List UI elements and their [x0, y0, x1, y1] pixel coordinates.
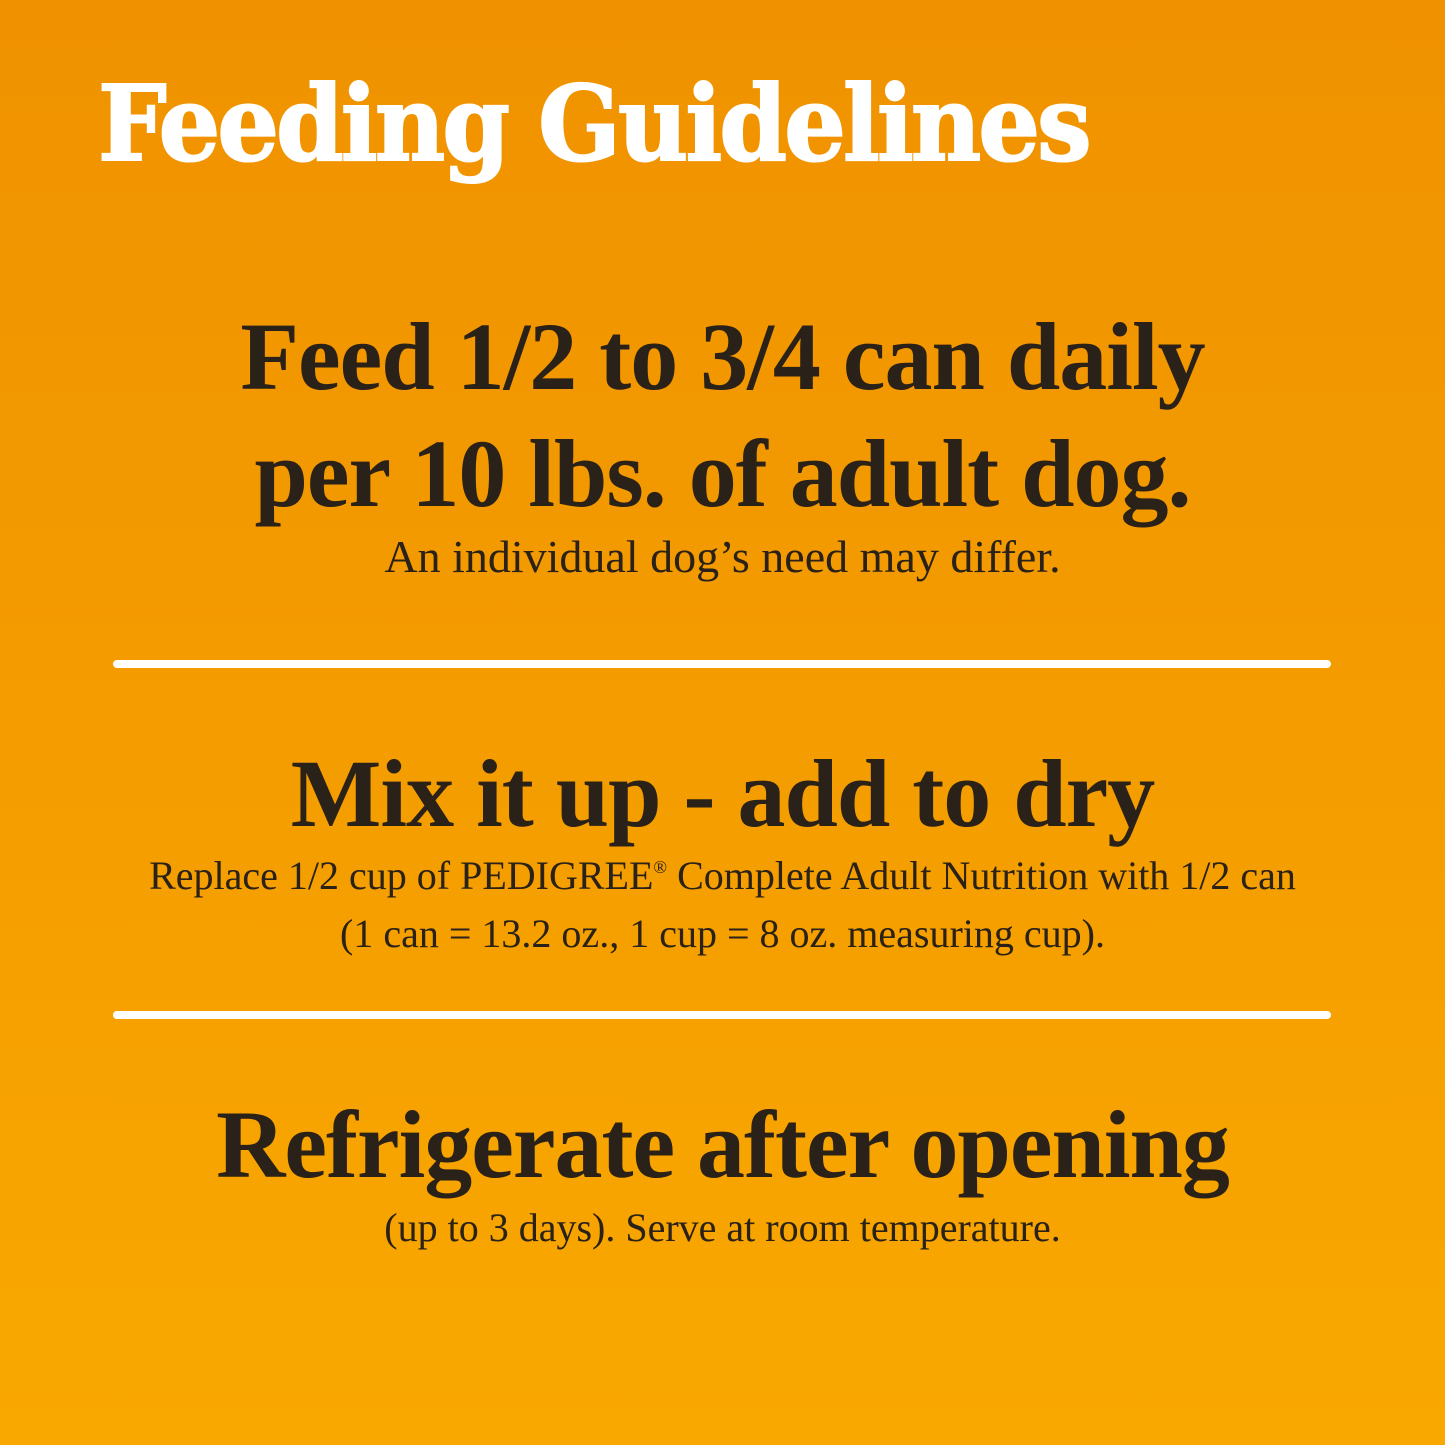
- storage-section: Refrigerate after opening (up to 3 days)…: [0, 1086, 1445, 1257]
- mix-note-text: Replace 1/2 cup of PEDIGREE: [149, 853, 654, 899]
- storage-heading: Refrigerate after opening: [216, 1091, 1230, 1198]
- mix-note-text-continued: Complete Adult Nutrition with 1/2 can: [667, 853, 1296, 899]
- mix-heading: Mix it up - add to dry: [290, 740, 1155, 847]
- page-title: Feeding Guidelines: [97, 62, 1092, 185]
- registered-mark: ®: [653, 857, 668, 877]
- divider: [113, 1011, 1331, 1019]
- divider: [113, 660, 1331, 668]
- storage-note: (up to 3 days). Serve at room temperatur…: [384, 1205, 1061, 1250]
- feeding-amount-section: Feed 1/2 to 3/4 can daily per 10 lbs. of…: [0, 298, 1445, 586]
- feeding-amount-heading-line-2: per 10 lbs. of adult dog.: [254, 420, 1191, 527]
- mix-note-line-2: (1 can = 13.2 oz., 1 cup = 8 oz. measuri…: [340, 911, 1105, 957]
- mix-note-line-1: Replace 1/2 cup of PEDIGREE® Complete Ad…: [0, 838, 1445, 905]
- feeding-amount-note: An individual dog’s need may differ.: [384, 531, 1061, 582]
- feeding-amount-heading-line-1: Feed 1/2 to 3/4 can daily: [240, 303, 1205, 410]
- mix-section: Mix it up - add to dry Replace 1/2 cup o…: [0, 735, 1445, 963]
